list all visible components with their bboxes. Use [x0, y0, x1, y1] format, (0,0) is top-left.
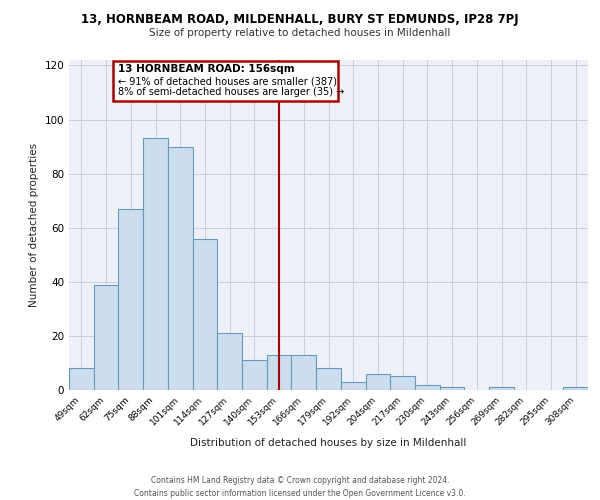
Bar	[69, 368, 94, 390]
Bar	[193, 238, 217, 390]
Text: 8% of semi-detached houses are larger (35) →: 8% of semi-detached houses are larger (3…	[118, 87, 344, 97]
Bar	[267, 355, 292, 390]
Bar	[143, 138, 168, 390]
Y-axis label: Number of detached properties: Number of detached properties	[29, 143, 39, 307]
X-axis label: Distribution of detached houses by size in Mildenhall: Distribution of detached houses by size …	[190, 438, 467, 448]
FancyBboxPatch shape	[113, 62, 338, 100]
Text: 13, HORNBEAM ROAD, MILDENHALL, BURY ST EDMUNDS, IP28 7PJ: 13, HORNBEAM ROAD, MILDENHALL, BURY ST E…	[81, 12, 519, 26]
Bar	[440, 388, 464, 390]
Bar	[168, 146, 193, 390]
Bar	[563, 388, 588, 390]
Bar	[292, 355, 316, 390]
Bar	[217, 333, 242, 390]
Text: Size of property relative to detached houses in Mildenhall: Size of property relative to detached ho…	[149, 28, 451, 38]
Bar	[242, 360, 267, 390]
Bar	[316, 368, 341, 390]
Bar	[94, 284, 118, 390]
Text: 13 HORNBEAM ROAD: 156sqm: 13 HORNBEAM ROAD: 156sqm	[118, 64, 295, 74]
Bar	[415, 384, 440, 390]
Bar	[118, 209, 143, 390]
Bar	[365, 374, 390, 390]
Bar	[390, 376, 415, 390]
Text: Contains public sector information licensed under the Open Government Licence v3: Contains public sector information licen…	[134, 488, 466, 498]
Bar	[489, 388, 514, 390]
Text: ← 91% of detached houses are smaller (387): ← 91% of detached houses are smaller (38…	[118, 76, 337, 86]
Bar	[341, 382, 365, 390]
Text: Contains HM Land Registry data © Crown copyright and database right 2024.: Contains HM Land Registry data © Crown c…	[151, 476, 449, 485]
